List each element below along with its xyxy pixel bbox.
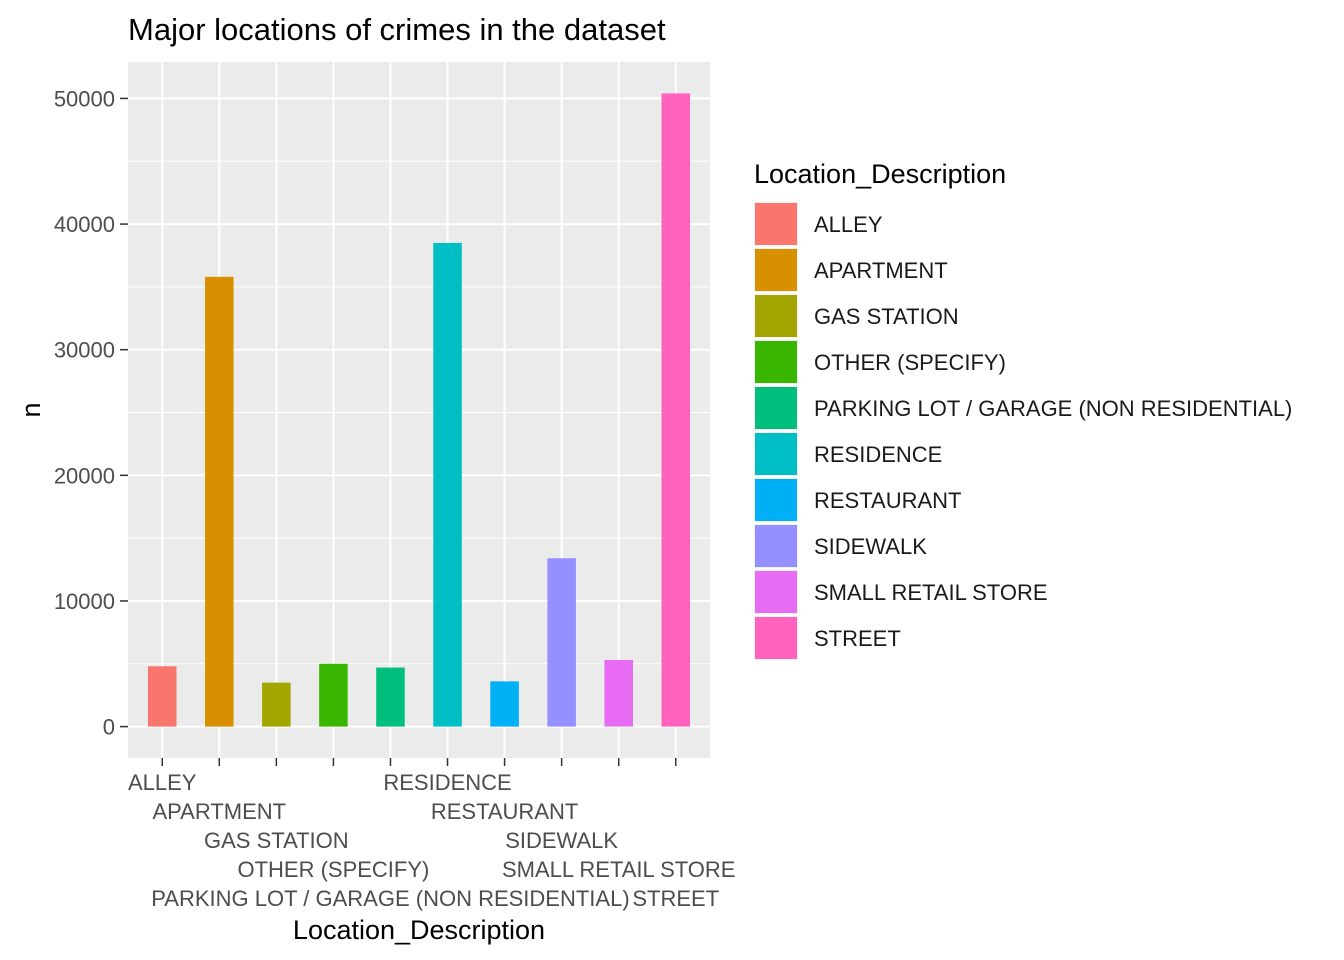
x-tick-label: SIDEWALK bbox=[505, 828, 618, 853]
x-tick-label: RESIDENCE bbox=[383, 770, 511, 795]
x-tick-label: STREET bbox=[632, 886, 719, 911]
bars bbox=[147, 93, 691, 727]
legend-label: RESIDENCE bbox=[814, 442, 942, 467]
y-tick-label: 50000 bbox=[54, 86, 115, 111]
legend-label: PARKING LOT / GARAGE (NON RESIDENTIAL) bbox=[814, 396, 1292, 421]
legend-label: OTHER (SPECIFY) bbox=[814, 350, 1006, 375]
legend-label: ALLEY bbox=[814, 212, 883, 237]
chart-title: Major locations of crimes in the dataset bbox=[128, 12, 666, 47]
legend-swatch bbox=[755, 387, 797, 429]
bar bbox=[604, 660, 633, 727]
x-tick-label: APARTMENT bbox=[152, 799, 286, 824]
legend-label: APARTMENT bbox=[814, 258, 948, 283]
legend-label: SIDEWALK bbox=[814, 534, 927, 559]
bar bbox=[490, 681, 519, 727]
bar bbox=[547, 558, 576, 727]
y-tick-label: 0 bbox=[103, 715, 115, 740]
legend-swatch bbox=[755, 525, 797, 567]
bar bbox=[147, 666, 177, 727]
legend-label: GAS STATION bbox=[814, 304, 959, 329]
y-axis-title: n bbox=[16, 402, 46, 417]
bar bbox=[661, 93, 691, 727]
legend-swatch bbox=[755, 617, 797, 659]
legend-title: Location_Description bbox=[754, 159, 1006, 189]
legend-label: STREET bbox=[814, 626, 901, 651]
y-axis: 0 10000 20000 30000 40000 50000 bbox=[54, 86, 128, 740]
y-tick-label: 20000 bbox=[54, 463, 115, 488]
bar bbox=[376, 667, 405, 727]
x-tick-label: ALLEY bbox=[128, 770, 197, 795]
x-tick-label: RESTAURANT bbox=[431, 799, 579, 824]
legend-swatch bbox=[755, 433, 797, 475]
legend-swatch bbox=[755, 203, 797, 245]
bar bbox=[262, 682, 291, 727]
x-tick-label: PARKING LOT / GARAGE (NON RESIDENTIAL) bbox=[151, 886, 629, 911]
legend-swatch bbox=[755, 295, 797, 337]
y-tick-label: 30000 bbox=[54, 338, 115, 363]
bar bbox=[319, 663, 348, 727]
x-tick-label: SMALL RETAIL STORE bbox=[502, 857, 736, 882]
legend-items: ALLEY APARTMENT GAS STATION OTHER (SPECIFY)… bbox=[754, 202, 1292, 660]
x-tick-label: OTHER (SPECIFY) bbox=[237, 857, 429, 882]
legend-swatch bbox=[755, 249, 797, 291]
legend: Location_Description ALLEY APARTMENT GAS S… bbox=[754, 159, 1292, 660]
legend-swatch bbox=[755, 479, 797, 521]
x-axis-title: Location_Description bbox=[293, 915, 545, 945]
bar bbox=[433, 242, 462, 727]
legend-label: RESTAURANT bbox=[814, 488, 962, 513]
x-axis: ALLEY APARTMENT GAS STATION OTHER (SPECIFY)… bbox=[128, 758, 735, 911]
y-tick-label: 10000 bbox=[54, 589, 115, 614]
legend-swatch bbox=[755, 571, 797, 613]
y-tick-label: 40000 bbox=[54, 212, 115, 237]
legend-label: SMALL RETAIL STORE bbox=[814, 580, 1048, 605]
bar bbox=[205, 276, 234, 727]
x-tick-label: GAS STATION bbox=[204, 828, 349, 853]
legend-swatch bbox=[755, 341, 797, 383]
